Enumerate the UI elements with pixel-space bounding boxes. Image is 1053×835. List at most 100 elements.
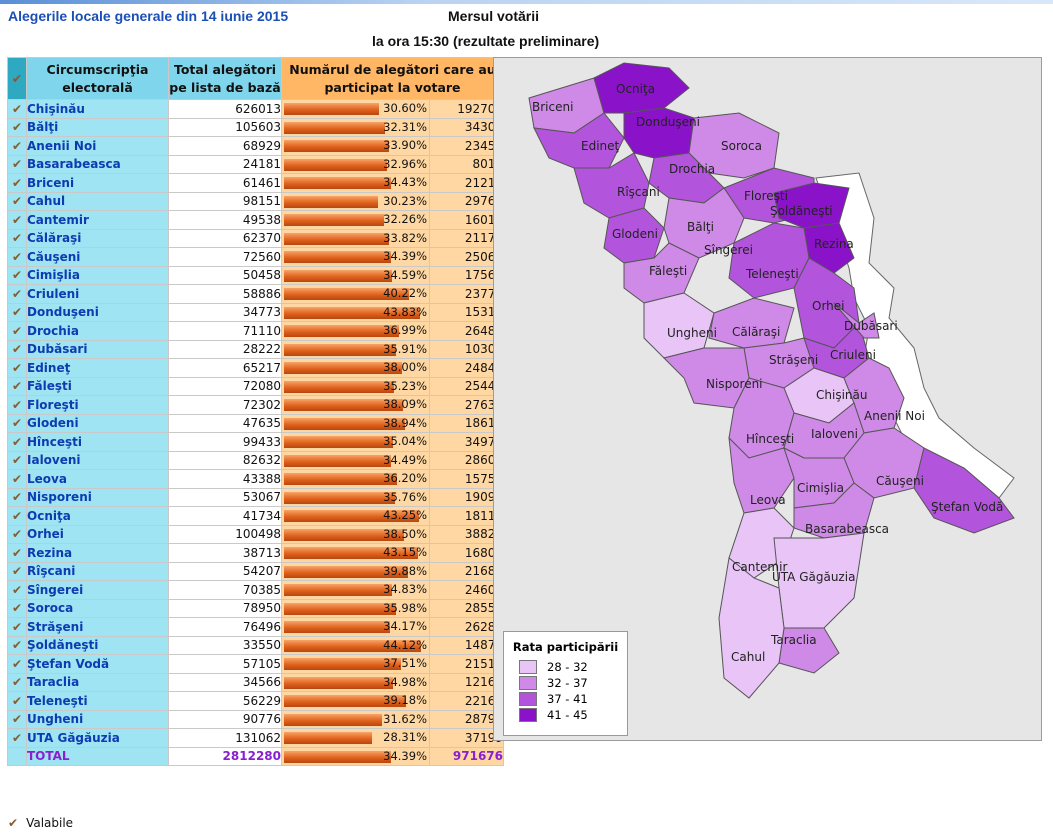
column-header-total[interactable]: Total alegători pe lista de bază [168, 57, 282, 100]
table-row[interactable]: ✔ Nisporeni 53067 35.76% 19096 [7, 487, 504, 507]
district-name[interactable]: Cantemir [26, 210, 169, 230]
check-icon[interactable]: ✔ [7, 654, 27, 674]
check-icon[interactable]: ✔ [7, 99, 27, 119]
table-row[interactable]: ✔ UTA Găgăuzia 131062 28.31% 37199 [7, 728, 504, 748]
table-row[interactable]: ✔ Bălţi 105603 32.31% 34304 [7, 117, 504, 137]
district-name[interactable]: Şoldăneşti [26, 635, 169, 655]
table-row[interactable]: ✔ Orhei 100498 38.50% 38820 [7, 524, 504, 544]
check-icon[interactable]: ✔ [7, 376, 27, 396]
header-check-icon[interactable]: ✔ [7, 57, 27, 100]
table-row[interactable]: ✔ Donduşeni 34773 43.83% 15314 [7, 302, 504, 322]
district-name[interactable]: Glodeni [26, 413, 169, 433]
district-name[interactable]: Bălţi [26, 117, 169, 137]
table-row[interactable]: ✔ Făleşti 72080 35.23% 25441 [7, 376, 504, 396]
table-row[interactable]: ✔ Străşeni 76496 34.17% 26288 [7, 617, 504, 637]
check-icon[interactable]: ✔ [7, 561, 27, 581]
check-icon[interactable]: ✔ [7, 580, 27, 600]
district-name[interactable]: Făleşti [26, 376, 169, 396]
check-icon[interactable]: ✔ [7, 284, 27, 304]
check-icon[interactable]: ✔ [7, 173, 27, 193]
district-name[interactable]: Drochia [26, 321, 169, 341]
table-row[interactable]: ✔ Cantemir 49538 32.26% 16013 [7, 210, 504, 230]
district-name[interactable]: Donduşeni [26, 302, 169, 322]
table-row[interactable]: ✔ Chişinău 626013 30.60% 192706 [7, 99, 504, 119]
table-row[interactable]: ✔ Criuleni 58886 40.22% 23776 [7, 284, 504, 304]
district-name[interactable]: Anenii Noi [26, 136, 169, 156]
check-icon[interactable]: ✔ [7, 265, 27, 285]
check-icon[interactable]: ✔ [7, 302, 27, 322]
check-icon[interactable]: ✔ [7, 543, 27, 563]
total-row[interactable]: TOTAL 2812280 34.39% 971676 [7, 746, 504, 766]
column-header-name[interactable]: Circumscripţia electorală [26, 57, 169, 100]
table-row[interactable]: ✔ Taraclia 34566 34.98% 12162 [7, 672, 504, 692]
table-row[interactable]: ✔ Soroca 78950 35.98% 28554 [7, 598, 504, 618]
check-icon[interactable]: ✔ [7, 524, 27, 544]
table-row[interactable]: ✔ Rezina 38713 43.15% 16801 [7, 543, 504, 563]
table-row[interactable]: ✔ Glodeni 47635 38.94% 18616 [7, 413, 504, 433]
table-row[interactable]: ✔ Sîngerei 70385 34.83% 24604 [7, 580, 504, 600]
check-icon[interactable]: ✔ [7, 358, 27, 378]
check-icon[interactable]: ✔ [7, 450, 27, 470]
district-name[interactable]: Orhei [26, 524, 169, 544]
table-row[interactable]: ✔ Căuşeni 72560 34.39% 25062 [7, 247, 504, 267]
map-region-calarasi[interactable] [708, 297, 795, 349]
district-name[interactable]: Rîşcani [26, 561, 169, 581]
district-name[interactable]: Ungheni [26, 709, 169, 729]
table-row[interactable]: ✔ Hînceşti 99433 35.04% 34971 [7, 432, 504, 452]
map-region-leova[interactable] [728, 436, 795, 514]
check-icon[interactable]: ✔ [7, 617, 27, 637]
check-icon[interactable]: ✔ [7, 395, 27, 415]
table-row[interactable]: ✔ Dubăsari 28222 35.91% 10301 [7, 339, 504, 359]
district-name[interactable]: Leova [26, 469, 169, 489]
check-icon[interactable]: ✔ [7, 487, 27, 507]
map-region-ocnita[interactable] [593, 62, 690, 114]
check-icon[interactable]: ✔ [7, 432, 27, 452]
check-icon[interactable]: ✔ [7, 672, 27, 692]
check-icon[interactable]: ✔ [7, 709, 27, 729]
district-name[interactable]: Taraclia [26, 672, 169, 692]
district-name[interactable]: Ialoveni [26, 450, 169, 470]
district-name[interactable]: UTA Găgăuzia [26, 728, 169, 748]
district-name[interactable]: Teleneşti [26, 691, 169, 711]
district-name[interactable]: Chişinău [26, 99, 169, 119]
table-row[interactable]: ✔ Călăraşi 62370 33.82% 21175 [7, 228, 504, 248]
district-name[interactable]: Căuşeni [26, 247, 169, 267]
table-row[interactable]: ✔ Cahul 98151 30.23% 29763 [7, 191, 504, 211]
check-icon[interactable]: ✔ [7, 691, 27, 711]
map-region-cahul[interactable] [718, 557, 785, 699]
table-row[interactable]: ✔ Rîşcani 54207 39.88% 21684 [7, 561, 504, 581]
table-row[interactable]: ✔ Ocniţa 41734 43.25% 18110 [7, 506, 504, 526]
check-icon[interactable]: ✔ [7, 191, 27, 211]
check-icon[interactable]: ✔ [7, 210, 27, 230]
map-region-falesti[interactable] [623, 242, 700, 304]
district-name[interactable]: Sîngerei [26, 580, 169, 600]
check-icon[interactable]: ✔ [7, 506, 27, 526]
district-name[interactable]: Dubăsari [26, 339, 169, 359]
check-icon[interactable]: ✔ [7, 136, 27, 156]
district-name[interactable]: Călăraşi [26, 228, 169, 248]
check-icon[interactable]: ✔ [7, 154, 27, 174]
check-icon[interactable]: ✔ [7, 339, 27, 359]
check-icon[interactable]: ✔ [7, 598, 27, 618]
table-row[interactable]: ✔ Floreşti 72302 38.09% 27637 [7, 395, 504, 415]
check-icon[interactable]: ✔ [7, 228, 27, 248]
district-name[interactable]: Ştefan Vodă [26, 654, 169, 674]
district-name[interactable]: Floreşti [26, 395, 169, 415]
table-row[interactable]: ✔ Ungheni 90776 31.62% 28799 [7, 709, 504, 729]
district-name[interactable]: TOTAL [26, 746, 169, 766]
district-name[interactable]: Cimişlia [26, 265, 169, 285]
district-name[interactable]: Basarabeasca [26, 154, 169, 174]
table-row[interactable]: ✔ Anenii Noi 68929 33.90% 23459 [7, 136, 504, 156]
table-row[interactable]: ✔ Cimişlia 50458 34.59% 17563 [7, 265, 504, 285]
table-row[interactable]: ✔ Briceni 61461 34.43% 21215 [7, 173, 504, 193]
check-icon[interactable]: ✔ [7, 728, 27, 748]
district-name[interactable]: Nisporeni [26, 487, 169, 507]
total-check-cell[interactable] [7, 746, 27, 766]
table-row[interactable]: ✔ Edineţ 65217 38.00% 24841 [7, 358, 504, 378]
map-region-edinet[interactable] [533, 112, 625, 169]
district-name[interactable]: Edineţ [26, 358, 169, 378]
district-name[interactable]: Criuleni [26, 284, 169, 304]
district-name[interactable]: Hînceşti [26, 432, 169, 452]
table-row[interactable]: ✔ Leova 43388 36.20% 15751 [7, 469, 504, 489]
table-row[interactable]: ✔ Basarabeasca 24181 32.96% 8018 [7, 154, 504, 174]
